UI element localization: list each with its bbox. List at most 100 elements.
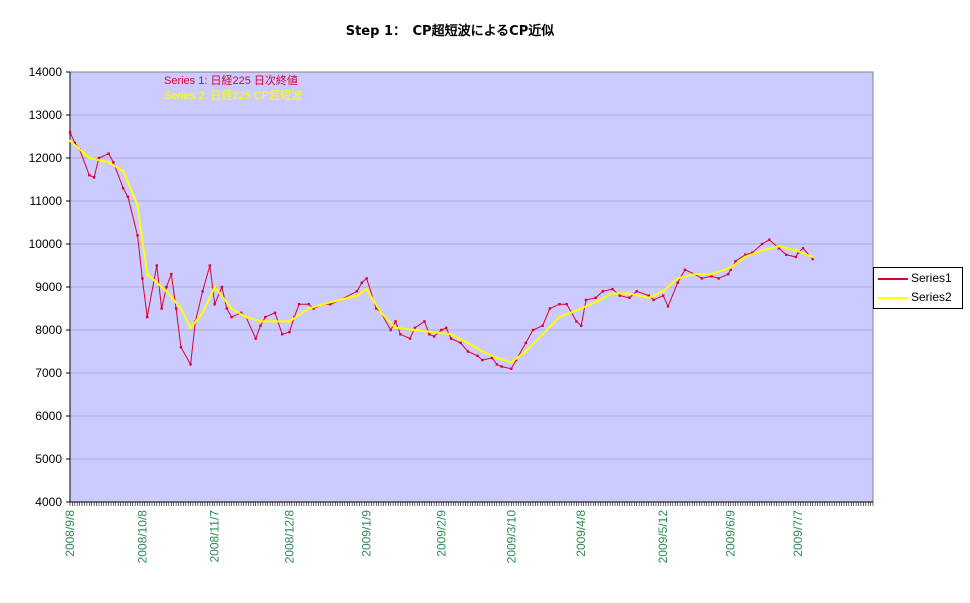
series1-point bbox=[394, 320, 397, 323]
series1-point bbox=[584, 298, 588, 302]
series1-point bbox=[201, 290, 204, 293]
series2-point bbox=[558, 315, 561, 319]
series1-point bbox=[743, 253, 747, 256]
y-tick-label-4000: 4000 bbox=[35, 495, 62, 509]
series1-point bbox=[514, 358, 518, 362]
y-tick-label-14000: 14000 bbox=[29, 65, 63, 79]
series1-point bbox=[160, 307, 163, 310]
series2-point bbox=[777, 244, 781, 248]
series2-point bbox=[365, 287, 368, 291]
series1-point bbox=[459, 341, 462, 345]
series1-point bbox=[476, 354, 479, 357]
series2-point bbox=[68, 139, 72, 142]
y-tick-label-10000: 10000 bbox=[29, 237, 63, 251]
series1-point bbox=[734, 260, 737, 263]
x-tick-label: 2009/6/9 bbox=[724, 510, 738, 557]
series1-point bbox=[727, 272, 730, 276]
x-tick-label: 2009/7/7 bbox=[791, 510, 805, 557]
series1-point bbox=[375, 307, 378, 310]
series1-point bbox=[784, 253, 788, 256]
series2-point bbox=[449, 333, 453, 336]
series2-point bbox=[594, 300, 597, 304]
series2-point bbox=[729, 266, 732, 269]
legend-label-series2: Series2 bbox=[911, 290, 952, 304]
series2-point bbox=[244, 315, 248, 319]
series1-point bbox=[360, 281, 363, 284]
series1-point bbox=[594, 296, 597, 299]
series1-point bbox=[580, 324, 583, 327]
series1-point bbox=[797, 251, 800, 254]
series2-point bbox=[394, 326, 397, 330]
series1-point bbox=[500, 365, 503, 368]
series1-point bbox=[531, 328, 535, 332]
series1-point bbox=[794, 255, 798, 259]
series1-point bbox=[717, 277, 720, 280]
y-tick-label-7000: 7000 bbox=[35, 366, 62, 380]
y-tick-label-11000: 11000 bbox=[30, 194, 63, 208]
series2-point bbox=[179, 307, 183, 310]
series2-point bbox=[321, 303, 325, 306]
series2-point bbox=[466, 341, 470, 345]
series1-point bbox=[68, 131, 72, 134]
series2-point bbox=[432, 330, 436, 334]
series1-point bbox=[126, 195, 130, 198]
series1-point bbox=[635, 290, 638, 293]
series1-point bbox=[575, 320, 578, 323]
series1-point bbox=[524, 341, 527, 345]
chart-title: Step 1： CP超短波によるCP近似 bbox=[345, 24, 555, 39]
legend-swatch-series1 bbox=[878, 278, 908, 280]
legend-label-series1: Series1 bbox=[911, 271, 952, 285]
series1-point bbox=[413, 326, 417, 330]
series1-point bbox=[652, 298, 655, 302]
series1-point bbox=[213, 303, 216, 306]
x-tick-label: 2009/5/12 bbox=[656, 510, 670, 564]
series2-point bbox=[647, 296, 650, 299]
series2-point bbox=[693, 272, 696, 276]
series1-point bbox=[811, 257, 814, 261]
series1-point bbox=[281, 333, 284, 336]
series1-point bbox=[481, 358, 484, 362]
series1-point bbox=[136, 234, 139, 237]
y-tick-label-6000: 6000 bbox=[35, 409, 62, 423]
series1-point bbox=[490, 356, 494, 360]
series2-point bbox=[230, 307, 233, 310]
series1-point bbox=[541, 324, 544, 327]
series1-point bbox=[189, 363, 192, 366]
series2-point bbox=[541, 333, 544, 336]
series1-point bbox=[240, 311, 243, 314]
series1-point bbox=[466, 350, 470, 353]
series2-point bbox=[136, 204, 139, 207]
series1-point bbox=[225, 307, 228, 310]
series1-point bbox=[155, 264, 159, 267]
series1-point bbox=[683, 268, 687, 271]
x-tick-label: 2009/1/9 bbox=[360, 510, 374, 557]
series1-point bbox=[611, 287, 614, 291]
y-tick-label-5000: 5000 bbox=[35, 452, 62, 466]
series1-point bbox=[751, 251, 754, 254]
y-tick-label-13000: 13000 bbox=[29, 108, 63, 122]
series2-point bbox=[495, 356, 499, 360]
legend-swatch-series2 bbox=[878, 297, 908, 299]
series2-point bbox=[628, 292, 631, 295]
series2-point bbox=[575, 309, 578, 312]
series1-point bbox=[647, 294, 650, 297]
series1-point bbox=[495, 363, 499, 366]
series2-point bbox=[307, 307, 310, 310]
series2-point bbox=[355, 294, 359, 297]
series1-point bbox=[107, 152, 110, 155]
series2-point bbox=[145, 272, 149, 276]
series1-point bbox=[297, 303, 301, 306]
series1-point bbox=[208, 264, 212, 267]
series-line-2 bbox=[69, 140, 814, 364]
series2-point bbox=[510, 361, 513, 364]
series1-point bbox=[179, 346, 183, 349]
legend: Series1 Series2 bbox=[873, 267, 963, 309]
series1-point bbox=[312, 307, 315, 310]
series1-point bbox=[399, 333, 402, 336]
series2-point bbox=[121, 169, 125, 173]
series1-point bbox=[365, 277, 368, 280]
series1-point bbox=[220, 285, 224, 289]
series1-point bbox=[768, 238, 771, 241]
x-tick-label: 2008/12/8 bbox=[282, 510, 296, 564]
